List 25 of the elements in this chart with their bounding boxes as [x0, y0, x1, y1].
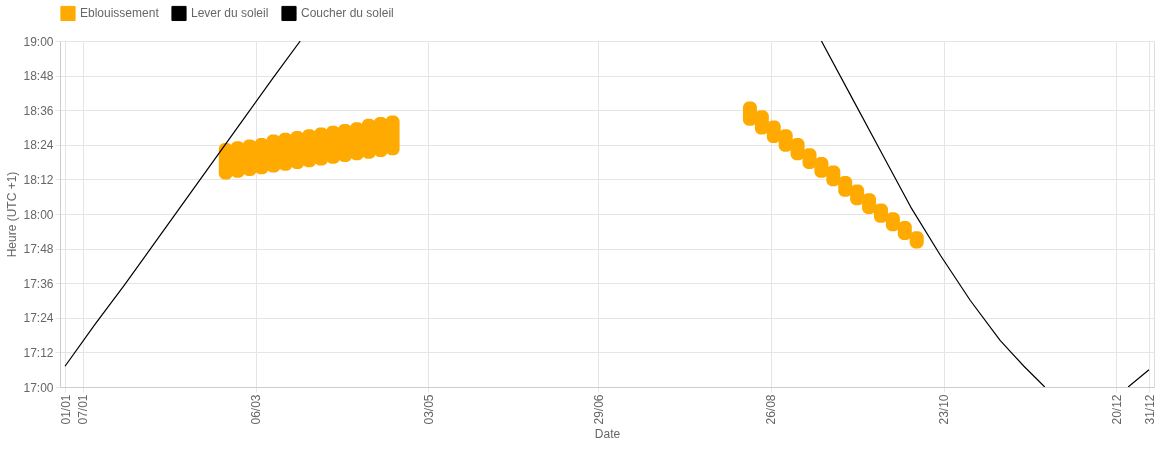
y-tick-label: 19:00 [23, 34, 54, 49]
legend-label: Coucher du soleil [301, 6, 394, 21]
y-tick-label: 18:24 [23, 138, 54, 153]
x-tick-label: 23/10 [937, 394, 952, 425]
x-tick-label: 06/03 [249, 394, 264, 425]
y-tick-label: 17:00 [23, 380, 54, 395]
x-axis-title: Date [594, 426, 621, 441]
y-tick-label: 17:12 [23, 345, 54, 360]
y-axis-title: Heure (UTC +1) [5, 171, 20, 258]
x-tick-label: 03/05 [421, 394, 436, 425]
y-tick-label: 18:36 [23, 103, 54, 118]
y-tick-label: 17:36 [23, 276, 54, 291]
y-tick-label: 18:12 [23, 172, 54, 187]
y-tick-label: 18:48 [23, 69, 54, 84]
x-tick-label: 31/12 [1142, 394, 1157, 425]
x-tick-label: 01/01 [58, 394, 73, 425]
legend-label: Lever du soleil [191, 6, 269, 21]
y-tick-label: 17:48 [23, 242, 54, 257]
y-tick-label: 18:00 [23, 207, 54, 222]
x-tick-label: 26/08 [764, 394, 779, 425]
x-tick-label: 20/12 [1109, 394, 1124, 425]
legend-label: Eblouissement [80, 6, 160, 21]
x-tick-label: 07/01 [76, 394, 91, 425]
y-tick-label: 17:24 [23, 311, 54, 326]
x-tick-label: 29/06 [591, 394, 606, 425]
